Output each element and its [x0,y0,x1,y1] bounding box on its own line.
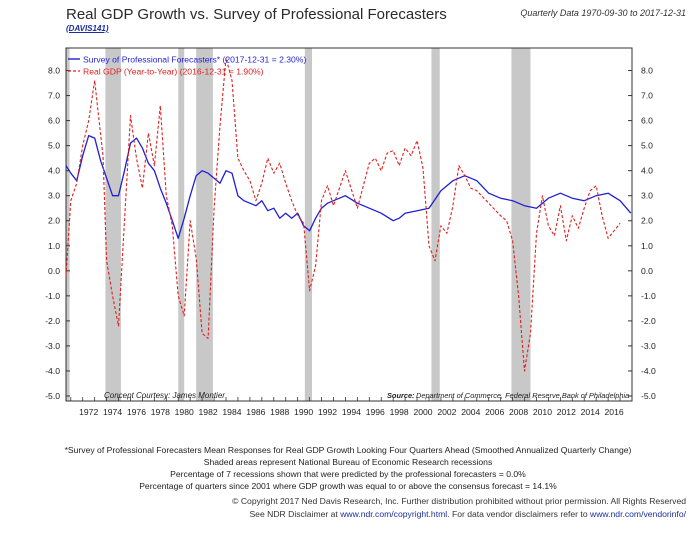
copyright-link[interactable]: www.ndr.com/copyright.html [340,509,448,519]
x-tick-label: 1984 [222,407,241,417]
x-tick-label: 1986 [246,407,265,417]
y-tick-label-right: -3.0 [641,341,656,351]
y-tick-label-right: -1.0 [641,291,656,301]
x-tick-label: 2004 [461,407,480,417]
y-tick-label-left: 6.0 [48,116,60,126]
y-tick-label-left: 4.0 [48,166,60,176]
series-line-0 [65,134,632,239]
y-tick-label-right: 4.0 [641,166,653,176]
y-tick-label-right: -5.0 [641,391,656,401]
legend-label-gdp: Real GDP (Year-to-Year) (2016-12-31 = 1.… [83,67,264,77]
series-line-1 [65,57,621,372]
x-tick-label: 2016 [605,407,624,417]
y-tick-label-right: 1.0 [641,241,653,251]
disclaimer: See NDR Disclaimer at www.ndr.com/copyri… [249,509,686,519]
x-tick-label: 1994 [342,407,361,417]
y-tick-label-right: -2.0 [641,316,656,326]
recession-band-6 [511,48,531,401]
plot-frame [65,47,633,402]
y-tick-label-left: 8.0 [48,66,60,76]
y-tick-label-right: 3.0 [641,191,653,201]
x-tick-label: 1972 [79,407,98,417]
x-tick-label: 1992 [318,407,337,417]
disclaimer-prefix: See NDR Disclaimer at [249,509,341,519]
y-tick-label-right: 2.0 [641,216,653,226]
y-tick-label-right: 6.0 [641,116,653,126]
copyright: © Copyright 2017 Ned Davis Research, Inc… [232,496,686,506]
y-tick-label-left: 3.0 [48,191,60,201]
recession-band-3 [196,48,213,401]
vendorinfo-link[interactable]: www.ndr.com/vendorinfo/ [589,509,686,519]
y-tick-label-right: -4.0 [641,366,656,376]
y-tick-label-left: 1.0 [48,241,60,251]
y-tick-label-left: -5.0 [45,391,60,401]
y-tick-label-right: 7.0 [641,91,653,101]
y-tick-label-left: -3.0 [45,341,60,351]
y-tick-label-left: 2.0 [48,216,60,226]
series-lines [65,57,632,372]
x-tick-label: 1996 [366,407,385,417]
footnote-4: Percentage of quarters since 2001 where … [139,481,557,491]
source-label: Source: [387,391,415,400]
x-tick-label: 1998 [390,407,409,417]
y-tick-label-left: 5.0 [48,141,60,151]
axis-ticks [66,70,633,401]
x-tick-label: 2006 [485,407,504,417]
y-tick-label-left: -4.0 [45,366,60,376]
legend-label-spf: Survey of Professional Forecasters* (201… [83,55,306,65]
x-tick-label: 2012 [557,407,576,417]
recession-band-4 [304,48,312,401]
recession-band-2 [178,48,185,401]
y-axis-left: -5.0 -4.0 -3.0 -2.0 -1.0 0.0 1.0 2.0 3.0 4.0 5.0 6.… [45,66,60,401]
y-tick-label-left: -1.0 [45,291,60,301]
x-tick-label: 1982 [199,407,218,417]
chart-title: Real GDP Growth vs. Survey of Profession… [66,6,447,23]
chart-code-link[interactable]: (DAVIS141) [66,24,109,33]
y-tick-label-left: -2.0 [45,316,60,326]
x-tick-label: 2002 [437,407,456,417]
x-tick-label: 2010 [533,407,552,417]
x-tick-label: 1980 [175,407,194,417]
footnote-3: Percentage of 7 recessions shown that we… [170,469,526,479]
y-tick-label-right: 5.0 [641,141,653,151]
date-range: Quarterly Data 1970-09-30 to 2017-12-31 [520,8,686,18]
legend: Survey of Professional Forecasters* (201… [68,55,306,77]
source-text: Department of Commerce, Federal Reserve … [416,391,629,400]
recession-band-5 [431,48,440,401]
disclaimer-mid: . For data vendor disclaimers refer to [447,509,590,519]
x-tick-label: 1978 [151,407,170,417]
footnotes: *Survey of Professional Forecasters Mean… [0,444,696,492]
x-tick-label: 1988 [270,407,289,417]
footnote-1: *Survey of Professional Forecasters Mean… [64,445,632,455]
y-axis-right: -5.0 -4.0 -3.0 -2.0 -1.0 0.0 1.0 2.0 3.0 4.0 5.0 6.… [641,66,656,401]
credit-annotation: Concept Courtesy: James Montier [104,391,225,400]
x-tick-label: 1976 [127,407,146,417]
x-tick-label: 1974 [103,407,122,417]
footnote-2: Shaded areas represent National Bureau o… [203,457,493,467]
y-tick-label-left: 0.0 [48,266,60,276]
x-tick-label: 1990 [294,407,313,417]
recession-band-1 [105,48,121,401]
x-tick-label: 2014 [581,407,600,417]
recession-band-0 [66,48,70,401]
x-tick-label: 2000 [413,407,432,417]
y-tick-label-left: 7.0 [48,91,60,101]
x-axis: 1972 1974 1976 1978 1980 1982 1984 1986 1988 1990… [79,407,624,417]
recession-shading [66,48,531,401]
x-tick-label: 2008 [509,407,528,417]
y-tick-label-right: 0.0 [641,266,653,276]
y-tick-label-right: 8.0 [641,66,653,76]
